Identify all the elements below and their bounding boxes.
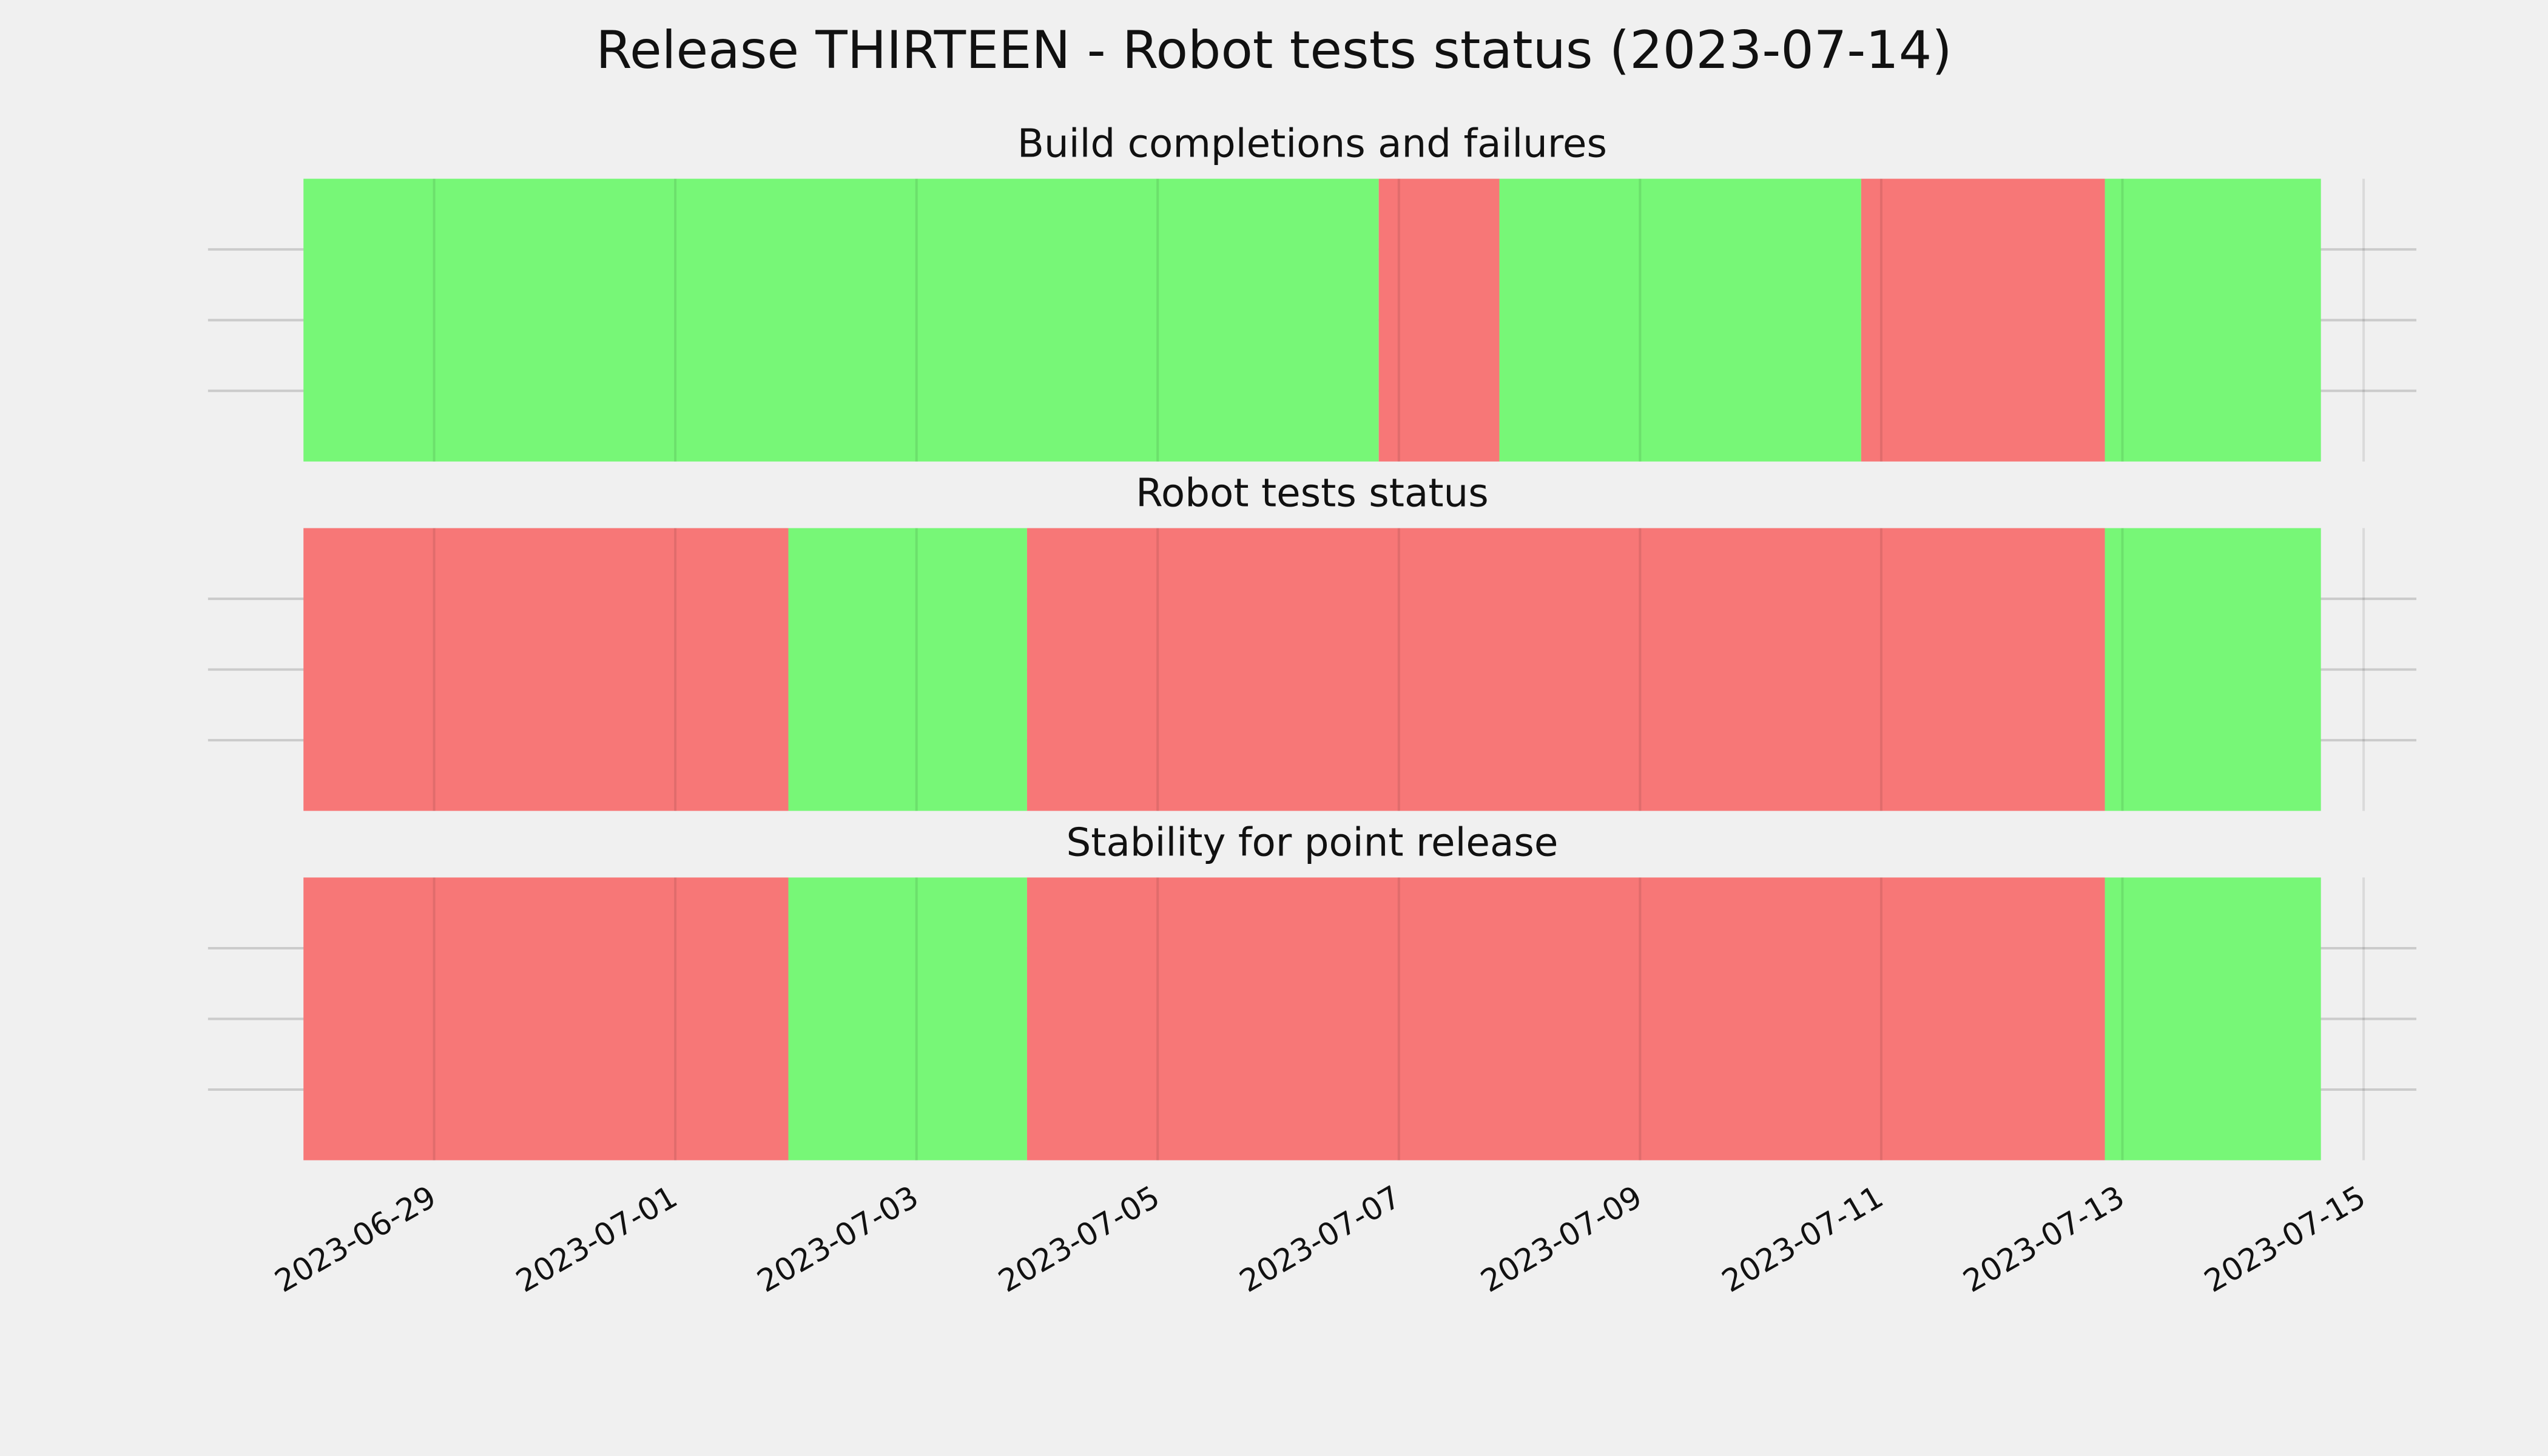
subplot-title: Stability for point release	[1067, 820, 1559, 865]
status-segment	[2105, 528, 2321, 811]
status-segment	[303, 528, 789, 811]
status-segment	[788, 877, 1027, 1161]
subplot-title: Robot tests status	[1136, 471, 1489, 516]
status-segment	[2105, 178, 2321, 462]
status-segment	[1026, 528, 2105, 811]
status-segment	[303, 877, 789, 1161]
status-segment	[1861, 178, 2105, 462]
status-segment	[1378, 178, 1500, 462]
status-segment	[303, 178, 1379, 462]
subplot-title: Build completions and failures	[1017, 121, 1607, 167]
chart-title: Release THIRTEEN - Robot tests status (2…	[596, 20, 1952, 81]
status-segment	[2105, 877, 2321, 1161]
status-segment	[788, 528, 1027, 811]
status-segment	[1499, 178, 1861, 462]
status-segment	[1026, 877, 2105, 1161]
